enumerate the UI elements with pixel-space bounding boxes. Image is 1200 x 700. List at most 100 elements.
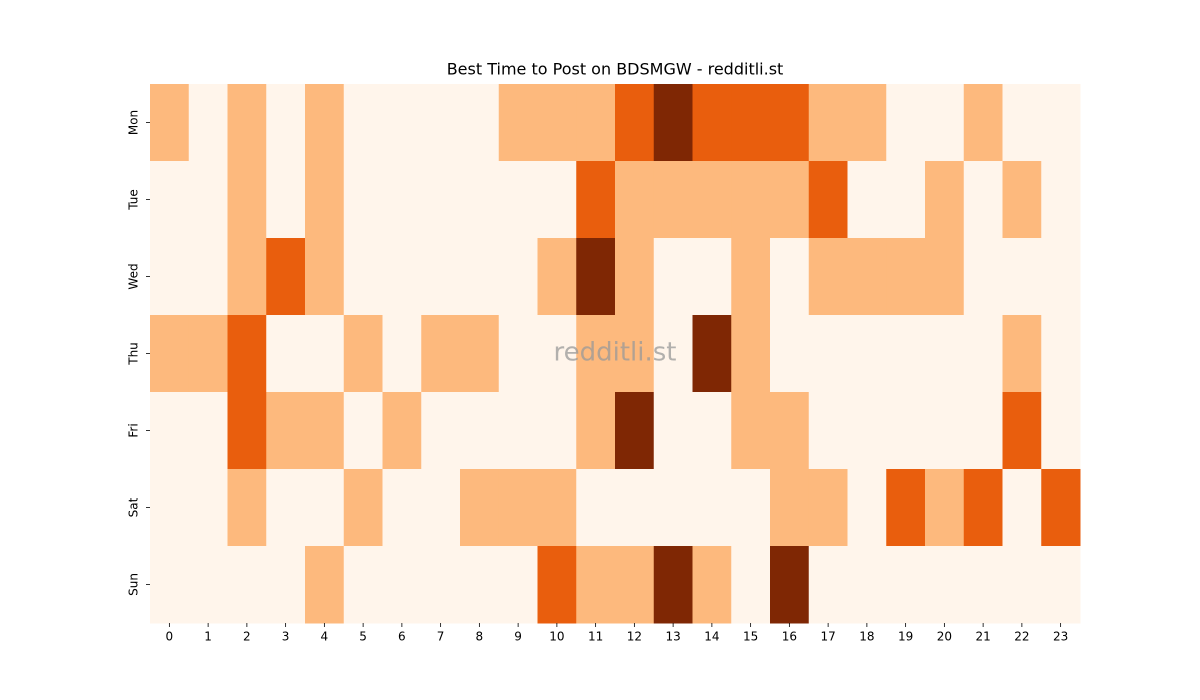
heatmap-cell [460, 161, 500, 239]
heatmap-cell [343, 546, 383, 624]
heatmap-cell [731, 161, 771, 239]
heatmap-cell [925, 161, 965, 239]
heatmap-cell [537, 469, 577, 547]
heatmap-cell [963, 315, 1003, 393]
heatmap-cell [653, 161, 693, 239]
heatmap-cell [925, 84, 965, 162]
heatmap-cell [188, 161, 228, 239]
heatmap-cell [963, 238, 1003, 316]
heatmap-cell [692, 546, 732, 624]
heatmap-cell [847, 392, 887, 470]
heatmap-cell [150, 315, 190, 393]
heatmap-cell [498, 161, 538, 239]
heatmap-cell [1002, 238, 1042, 316]
heatmap-cell [498, 546, 538, 624]
heatmap-cell [1041, 238, 1081, 316]
heatmap-cell [963, 546, 1003, 624]
heatmap-cell [808, 546, 848, 624]
heatmap-cell [421, 546, 461, 624]
y-tick-label: Tue [127, 189, 141, 211]
heatmap-cell [847, 469, 887, 547]
heatmap-cell [1041, 84, 1081, 162]
heatmap-cell [227, 392, 267, 470]
chart-title: Best Time to Post on BDSMGW - redditli.s… [447, 60, 784, 79]
heatmap-cell [382, 84, 422, 162]
heatmap-cell [770, 84, 810, 162]
heatmap-cell [188, 84, 228, 162]
x-tick-label: 10 [549, 630, 564, 644]
heatmap-cell [615, 161, 655, 239]
heatmap-cell [305, 84, 345, 162]
heatmap-cell [770, 161, 810, 239]
heatmap-cell [382, 161, 422, 239]
heatmap-cell [1002, 84, 1042, 162]
heatmap-cell [808, 238, 848, 316]
heatmap-cell [692, 84, 732, 162]
heatmap-cell [925, 469, 965, 547]
heatmap-cell [498, 392, 538, 470]
heatmap-cell [537, 238, 577, 316]
heatmap-cell [653, 84, 693, 162]
x-tick-label: 12 [627, 630, 642, 644]
heatmap-cell [615, 392, 655, 470]
heatmap-cell [731, 84, 771, 162]
heatmap-cell [421, 161, 461, 239]
x-tick-label: 11 [588, 630, 603, 644]
heatmap-cell [1041, 469, 1081, 547]
heatmap-cell [886, 315, 926, 393]
heatmap-cell [188, 469, 228, 547]
heatmap-cell [925, 238, 965, 316]
heatmap-cell [576, 238, 616, 316]
heatmap-cell [227, 546, 267, 624]
heatmap-cell [382, 546, 422, 624]
heatmap-cell [266, 161, 306, 239]
heatmap-cell [382, 392, 422, 470]
heatmap-cell [343, 84, 383, 162]
heatmap-cell [537, 392, 577, 470]
x-tick-label: 18 [859, 630, 874, 644]
heatmap-cell [227, 238, 267, 316]
heatmap-cell [305, 315, 345, 393]
heatmap-cell [576, 84, 616, 162]
x-tick-label: 8 [476, 630, 484, 644]
heatmap-cell [731, 315, 771, 393]
heatmap-cell [692, 238, 732, 316]
x-tick-label: 13 [665, 630, 680, 644]
heatmap-cell [305, 392, 345, 470]
heatmap-cell [537, 84, 577, 162]
x-tick-label: 3 [282, 630, 290, 644]
heatmap-cell [343, 238, 383, 316]
heatmap-cell [537, 315, 577, 393]
heatmap-cell [1041, 546, 1081, 624]
y-tick-label: Wed [127, 263, 141, 289]
heatmap-cell [382, 315, 422, 393]
heatmap-cell [460, 84, 500, 162]
heatmap-cell [266, 238, 306, 316]
heatmap-cell [770, 392, 810, 470]
heatmap-cell [305, 238, 345, 316]
heatmap-cell [305, 161, 345, 239]
heatmap-cell [847, 84, 887, 162]
heatmap-cell [963, 161, 1003, 239]
heatmap-cell [615, 315, 655, 393]
heatmap-cell [615, 469, 655, 547]
heatmap-cell [653, 238, 693, 316]
x-tick-label: 16 [782, 630, 797, 644]
x-tick-label: 21 [975, 630, 990, 644]
heatmap-cell [808, 161, 848, 239]
y-tick-label: Sun [127, 573, 141, 596]
heatmap-cell [188, 315, 228, 393]
x-tick-label: 23 [1053, 630, 1068, 644]
heatmap-cell [382, 238, 422, 316]
x-tick-label: 20 [937, 630, 952, 644]
heatmap-cell [1041, 392, 1081, 470]
heatmap-cell [963, 392, 1003, 470]
heatmap-cell [498, 315, 538, 393]
x-tick-label: 15 [743, 630, 758, 644]
heatmap-cell [925, 546, 965, 624]
heatmap-cell [925, 392, 965, 470]
heatmap-cell [421, 315, 461, 393]
heatmap-cell [770, 546, 810, 624]
heatmap-cell [615, 238, 655, 316]
heatmap-cell [1002, 546, 1042, 624]
